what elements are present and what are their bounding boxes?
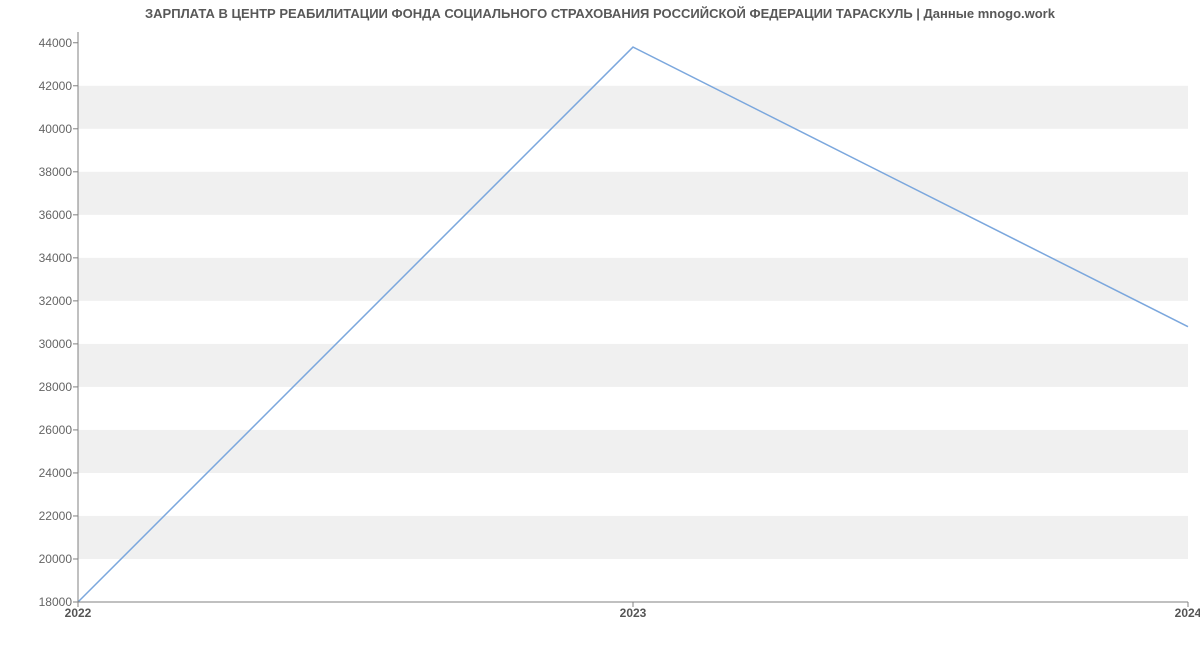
y-tick-label: 44000 bbox=[12, 36, 72, 50]
y-tick-label: 24000 bbox=[12, 466, 72, 480]
plot-area bbox=[78, 32, 1188, 602]
y-tick-label: 36000 bbox=[12, 208, 72, 222]
y-tick-label: 32000 bbox=[12, 294, 72, 308]
grid-band bbox=[78, 258, 1188, 301]
y-tick-label: 30000 bbox=[12, 337, 72, 351]
x-tick-label: 2023 bbox=[620, 606, 647, 620]
y-tick-label: 34000 bbox=[12, 251, 72, 265]
y-tick-label: 40000 bbox=[12, 122, 72, 136]
y-tick-label: 38000 bbox=[12, 165, 72, 179]
x-tick-label: 2024 bbox=[1175, 606, 1200, 620]
y-tick-label: 28000 bbox=[12, 380, 72, 394]
x-tick-label: 2022 bbox=[65, 606, 92, 620]
y-tick-label: 20000 bbox=[12, 552, 72, 566]
grid-band bbox=[78, 516, 1188, 559]
y-tick-label: 26000 bbox=[12, 423, 72, 437]
grid-band bbox=[78, 172, 1188, 215]
plot-svg bbox=[78, 32, 1188, 602]
y-tick-label: 18000 bbox=[12, 595, 72, 609]
grid-band bbox=[78, 344, 1188, 387]
salary-line-chart: ЗАРПЛАТА В ЦЕНТР РЕАБИЛИТАЦИИ ФОНДА СОЦИ… bbox=[0, 0, 1200, 650]
grid-band bbox=[78, 86, 1188, 129]
chart-title: ЗАРПЛАТА В ЦЕНТР РЕАБИЛИТАЦИИ ФОНДА СОЦИ… bbox=[0, 6, 1200, 21]
y-tick-label: 42000 bbox=[12, 79, 72, 93]
y-tick-label: 22000 bbox=[12, 509, 72, 523]
